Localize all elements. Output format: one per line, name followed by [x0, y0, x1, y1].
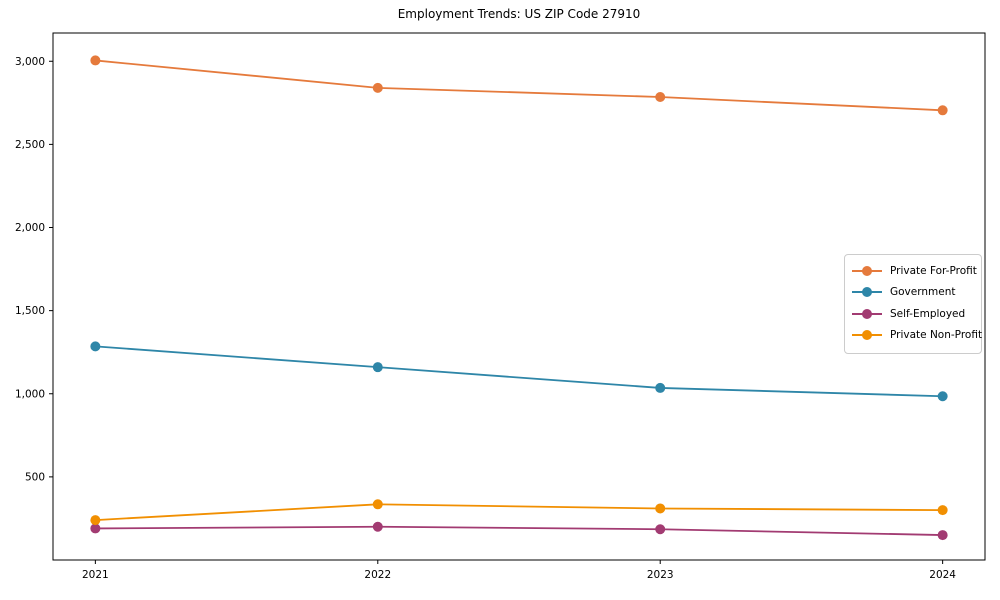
x-tick-label: 2022 [364, 569, 391, 581]
series-line [95, 59, 943, 112]
data-point-marker [655, 524, 666, 535]
data-point-marker [655, 92, 666, 103]
data-point-marker [937, 105, 948, 116]
legend-swatch-icon [852, 308, 882, 319]
data-point-marker [937, 391, 948, 402]
series-government [90, 341, 948, 402]
chart-title: Employment Trends: US ZIP Code 27910 [397, 7, 641, 21]
legend-label: Private Non-Profit [890, 329, 983, 342]
legend-marker [862, 287, 872, 298]
data-point-marker [372, 362, 383, 373]
data-point-marker [655, 503, 666, 514]
series-line [95, 525, 943, 536]
legend-item: Self-Employed [852, 303, 974, 325]
plot-spines [52, 32, 986, 561]
data-point-marker [90, 523, 101, 534]
data-point-marker [90, 55, 101, 66]
series-line [95, 503, 943, 521]
legend-swatch-icon [852, 287, 882, 298]
series-line [95, 345, 943, 398]
y-tick-label: 500 [25, 471, 45, 483]
legend-label: Self-Employed [890, 307, 966, 320]
x-axis: 2021 2022 2023 2024 [82, 560, 956, 581]
legend-label: Government [890, 286, 956, 299]
y-axis: 500 1,000 1,500 2,000 2,500 3,000 [15, 56, 53, 483]
y-tick-label: 3,000 [15, 56, 45, 68]
legend-item: Government [852, 282, 974, 304]
data-point-marker [937, 505, 948, 516]
x-tick-label: 2023 [647, 569, 674, 581]
legend-marker [862, 265, 872, 276]
x-tick-label: 2021 [82, 569, 109, 581]
y-tick-label: 2,000 [15, 222, 45, 234]
data-point-marker [655, 382, 666, 393]
legend-item: Private Non-Profit [852, 325, 982, 347]
data-point-marker [937, 530, 948, 541]
data-point-marker [90, 341, 101, 352]
x-tick-label: 2024 [929, 569, 956, 581]
y-tick-label: 1,500 [15, 305, 45, 317]
data-point-marker [372, 499, 383, 510]
y-tick-label: 2,500 [15, 139, 45, 151]
y-tick-label: 1,000 [15, 388, 45, 400]
legend-marker [862, 308, 872, 319]
series-private-for-profit [90, 55, 948, 116]
legend-label: Private For-Profit [890, 264, 977, 277]
series-self-employed [90, 521, 948, 541]
legend-swatch-icon [852, 330, 882, 341]
legend: Private For-Profit Government Self-Emplo… [844, 254, 982, 354]
data-point-marker [372, 521, 383, 532]
data-point-marker [372, 82, 383, 93]
data-point-marker [90, 515, 101, 526]
legend-swatch-icon [852, 265, 882, 276]
legend-item: Private For-Profit [852, 260, 977, 282]
legend-marker [862, 330, 872, 341]
series-private-non-profit [90, 499, 948, 526]
